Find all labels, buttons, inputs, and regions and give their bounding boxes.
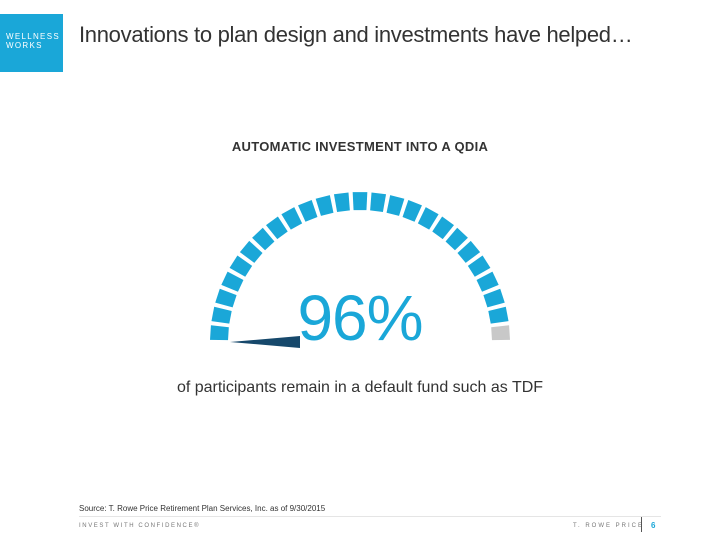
gauge-segment-filled: [239, 240, 263, 263]
brand-logo: [0, 14, 63, 72]
footer-tagline: INVEST WITH CONFIDENCE®: [79, 523, 201, 529]
gauge-segment-empty: [491, 325, 510, 341]
footer-divider: [79, 516, 661, 517]
gauge-segment-filled: [266, 216, 288, 240]
chart-caption: of participants remain in a default fund…: [176, 379, 544, 396]
gauge-segment-filled: [417, 207, 439, 230]
chart-title: AUTOMATIC INVESTMENT INTO A QDIA: [231, 139, 489, 154]
footer-separator: [641, 517, 642, 532]
source-note: Source: T. Rowe Price Retirement Plan Se…: [79, 504, 326, 513]
gauge-segment-filled: [476, 271, 499, 292]
gauge-segment-filled: [210, 325, 229, 341]
gauge-segment-filled: [281, 207, 303, 230]
page-number: 6: [651, 521, 656, 530]
brand-line-1: WELLNESS: [6, 32, 60, 41]
gauge-segment-filled: [488, 306, 509, 324]
gauge-value-label: 96%: [297, 282, 423, 354]
gauge-segment-filled: [386, 195, 405, 216]
gauge-segment-filled: [215, 288, 237, 308]
gauge-segment-filled: [298, 200, 318, 222]
gauge-segment-filled: [457, 240, 481, 263]
gauge-segment-filled: [229, 255, 253, 277]
gauge-segment-filled: [402, 200, 422, 222]
gauge-segment-filled: [467, 255, 491, 277]
gauge-pointer: [230, 336, 300, 348]
gauge-segment-filled: [252, 227, 275, 251]
gauge-segment-filled: [432, 216, 454, 240]
brand-name: WELLNESS WORKS: [6, 32, 60, 50]
gauge-segment-filled: [352, 192, 368, 211]
gauge-segment-filled: [445, 227, 468, 251]
gauge-segment-filled: [315, 195, 334, 216]
gauge-segment-filled: [211, 306, 232, 324]
gauge-chart: [210, 192, 510, 348]
gauge-segments: [210, 192, 510, 341]
brand-line-2: WORKS: [6, 41, 43, 50]
gauge-segment-filled: [483, 288, 505, 308]
gauge-segment-filled: [221, 271, 244, 292]
footer-company: T. ROWE PRICE: [573, 523, 645, 529]
gauge-segment-filled: [333, 192, 350, 213]
gauge-segment-filled: [370, 192, 387, 213]
slide-title: Innovations to plan design and investmen…: [79, 22, 633, 47]
